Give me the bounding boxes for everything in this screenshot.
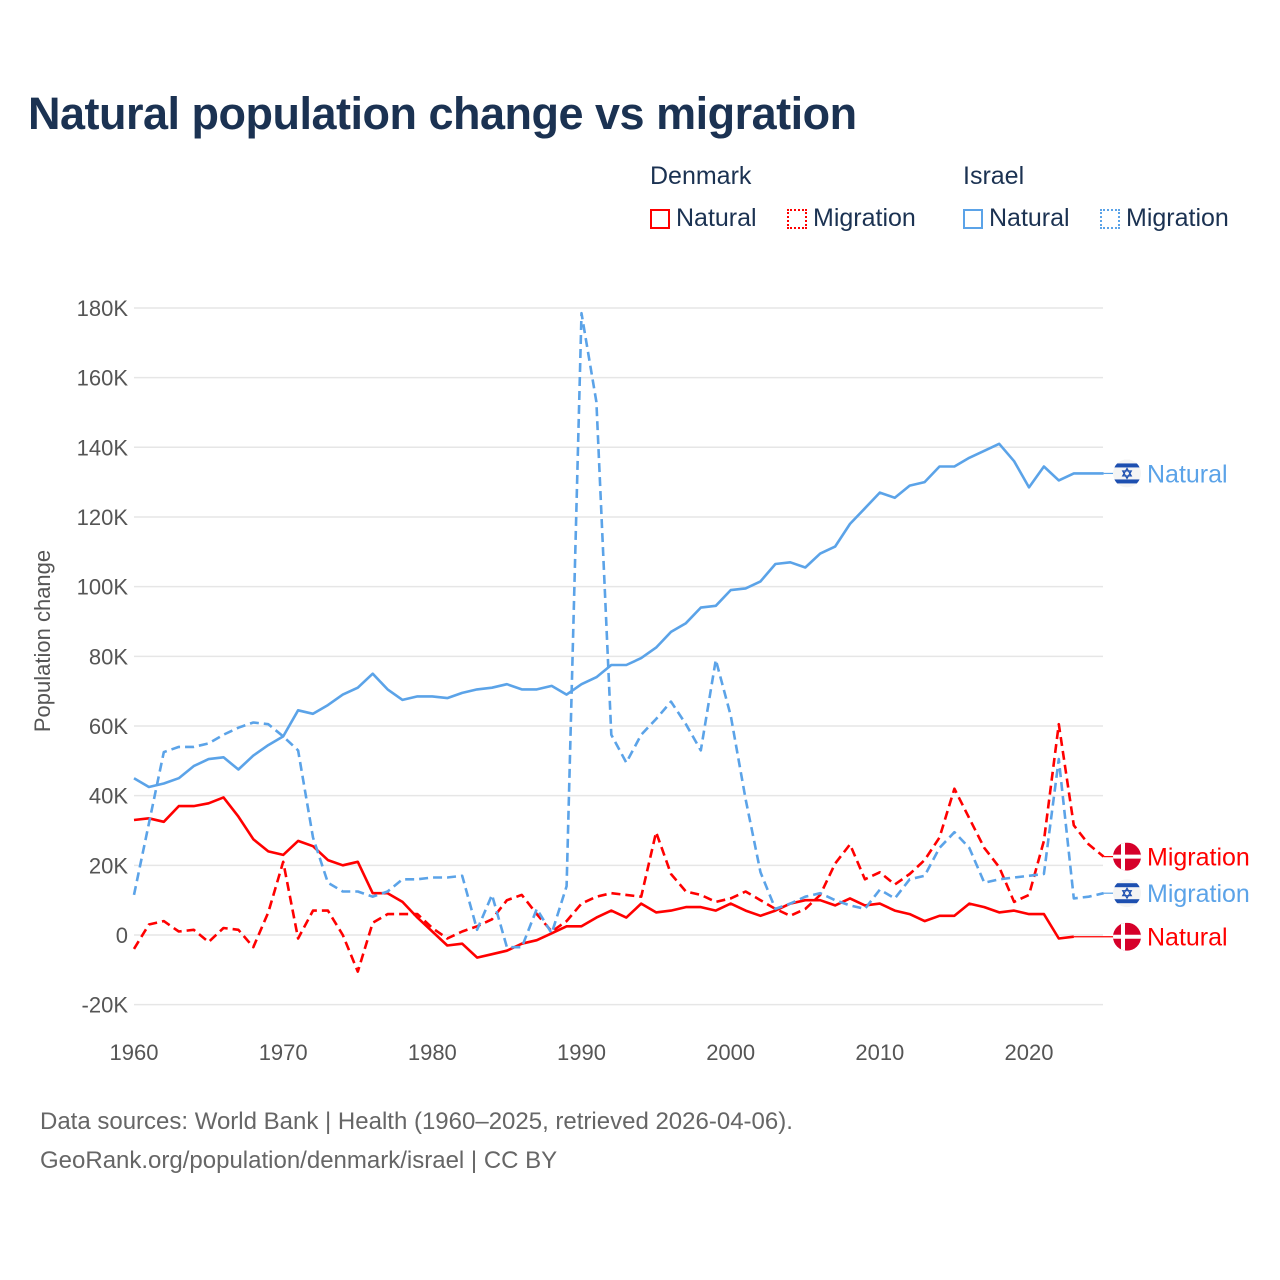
legend-israel-migration[interactable]: Migration	[1100, 204, 1229, 233]
y-tick-label: 100K	[77, 575, 129, 600]
legend-israel-natural[interactable]: Natural	[963, 204, 1070, 233]
dotted-swatch-icon	[1100, 208, 1120, 229]
y-tick-label: 0	[116, 923, 128, 948]
series-end-label: Migration	[1147, 880, 1250, 908]
series-line-israel-migration	[132, 311, 1104, 949]
footer-sources: Data sources: World Bank | Health (1960–…	[40, 1108, 793, 1135]
y-tick-label: 80K	[89, 644, 128, 669]
legend-denmark-natural[interactable]: Natural	[650, 204, 757, 233]
footer-attribution: GeoRank.org/population/denmark/israel | …	[40, 1147, 558, 1174]
series-line-denmark-migration	[132, 722, 1105, 973]
y-tick-label: 140K	[77, 435, 129, 460]
series-end-label: Natural	[1147, 924, 1228, 952]
denmark-flag-icon	[1113, 922, 1141, 951]
x-tick-label: 1990	[557, 1040, 606, 1065]
solid-swatch-icon	[650, 208, 670, 229]
legend-label: Migration	[1126, 204, 1229, 232]
y-tick-label: -20K	[82, 993, 129, 1018]
legend-label: Natural	[989, 204, 1070, 232]
dotted-swatch-icon	[787, 208, 807, 229]
series-line-israel-natural	[133, 442, 1104, 789]
x-tick-label: 2020	[1005, 1040, 1054, 1065]
israel-flag-icon	[1113, 879, 1141, 908]
y-tick-label: 180K	[77, 296, 129, 321]
series-line-denmark-natural	[133, 796, 1074, 959]
y-axis-label: Population change	[30, 550, 55, 732]
y-tick-label: 60K	[89, 714, 128, 739]
y-tick-label: 40K	[89, 784, 128, 809]
y-tick-label: 20K	[89, 853, 128, 878]
legend-label: Migration	[813, 204, 916, 232]
legend-denmark-migration[interactable]: Migration	[787, 204, 916, 233]
israel-flag-icon	[1113, 459, 1141, 488]
solid-swatch-icon	[963, 208, 983, 229]
y-tick-label: 160K	[77, 366, 129, 391]
series-end-label: Natural	[1147, 460, 1228, 488]
legend-label: Natural	[676, 204, 757, 232]
x-tick-label: 1980	[408, 1040, 457, 1065]
x-tick-label: 2000	[706, 1040, 755, 1065]
denmark-flag-icon	[1113, 842, 1141, 871]
legend-group-israel: Israel	[963, 162, 1025, 190]
x-tick-label: 2010	[855, 1040, 904, 1065]
x-tick-label: 1970	[259, 1040, 308, 1065]
chart-title: Natural population change vs migration	[28, 88, 857, 139]
y-tick-label: 120K	[77, 505, 129, 530]
series-end-label: Migration	[1147, 844, 1250, 872]
x-tick-label: 1960	[110, 1040, 159, 1065]
legend-group-denmark: Denmark	[650, 162, 752, 190]
